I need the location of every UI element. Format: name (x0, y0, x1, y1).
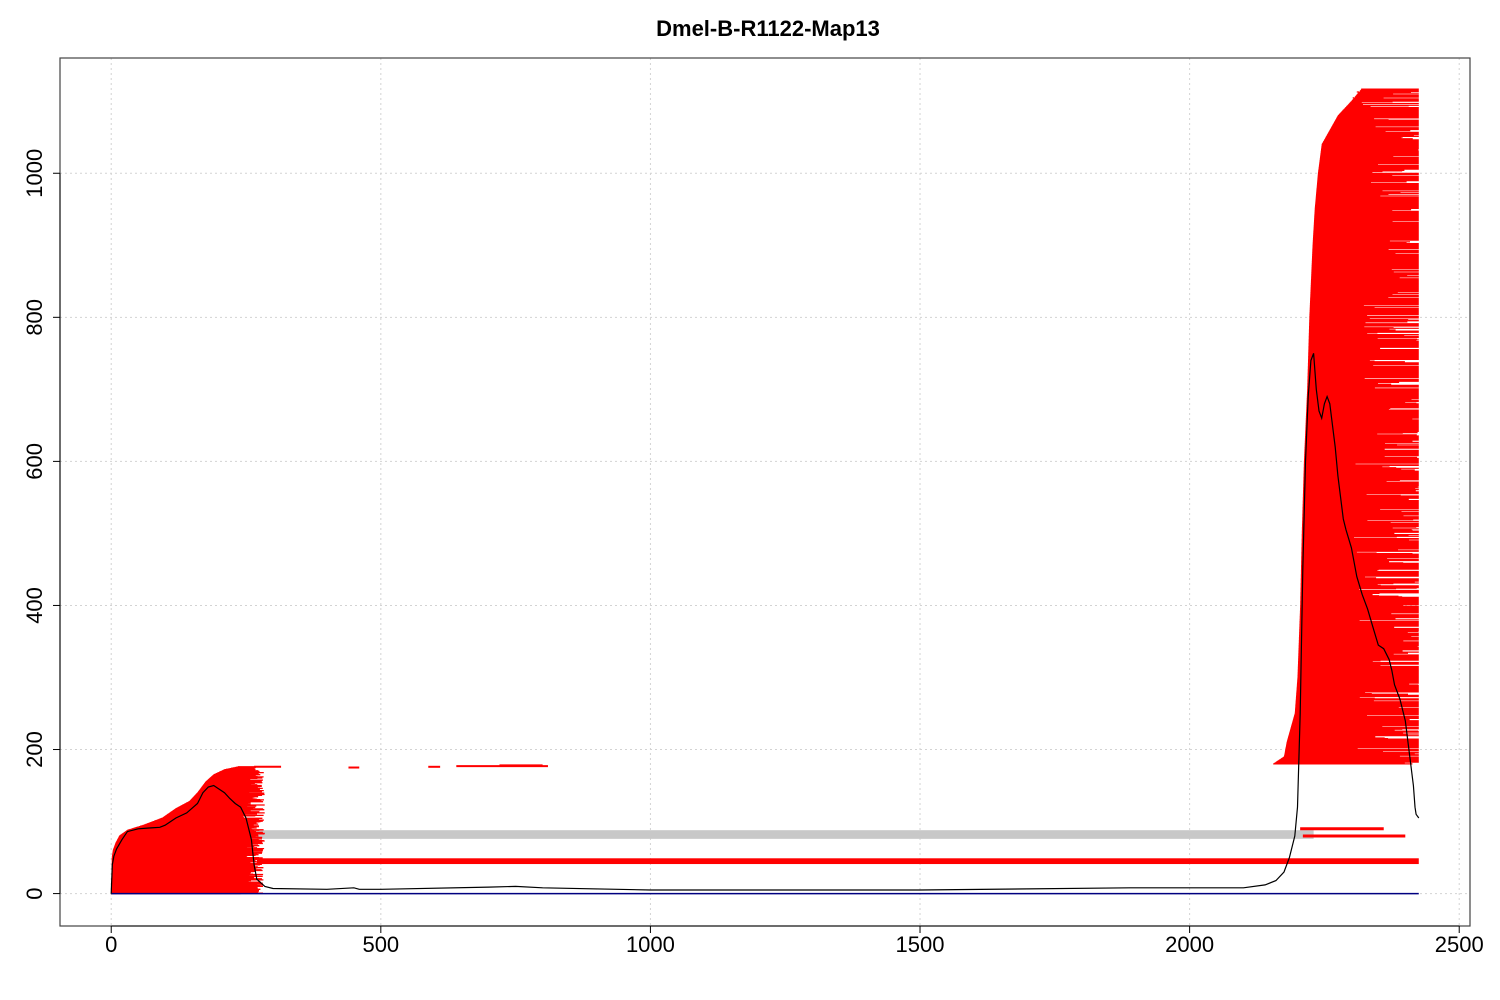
x-tick-label: 1500 (896, 932, 945, 957)
chart-title: Dmel-B-R1122-Map13 (656, 16, 880, 41)
x-tick-label: 1000 (626, 932, 675, 957)
y-tick-label: 600 (22, 443, 47, 480)
y-tick-label: 1000 (22, 149, 47, 198)
coverage-series (110, 353, 1420, 894)
y-tick-label: 800 (22, 299, 47, 336)
y-tick-label: 200 (22, 731, 47, 768)
x-tick-label: 2000 (1165, 932, 1214, 957)
gap-band (256, 830, 1314, 839)
x-tick-label: 0 (105, 932, 117, 957)
right-read-cluster (1273, 87, 1419, 765)
coverage-line (110, 353, 1420, 894)
grid-lines (60, 58, 1470, 926)
plot-frame (59, 57, 1471, 927)
y-tick-label: 400 (22, 587, 47, 624)
read-band (256, 858, 1419, 865)
read-segments (111, 87, 1419, 895)
x-tick-label: 500 (362, 932, 399, 957)
y-tick-label: 0 (22, 887, 47, 899)
axes: 0 500 1000 1500 2000 2500 0 200 400 600 800 1000 (22, 149, 1484, 957)
x-tick-label: 2500 (1435, 932, 1484, 957)
